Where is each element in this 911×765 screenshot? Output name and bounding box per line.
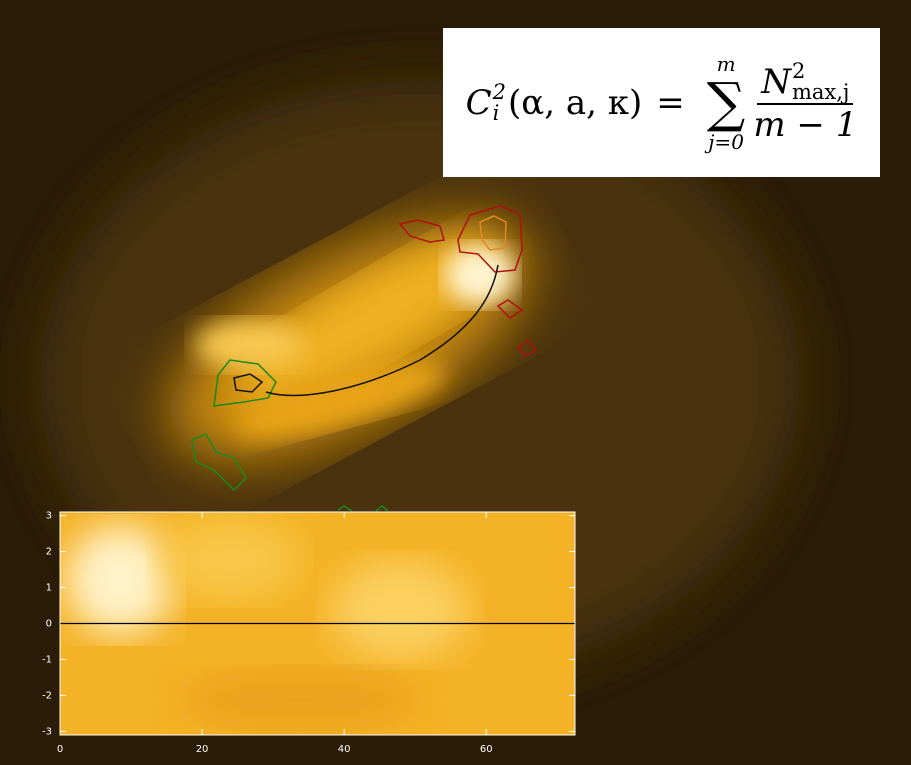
x-tick-label: 20 [196,744,209,755]
glow [160,520,300,600]
figure: -3 -2 -1 0 1 2 3 0 20 40 60 C 2 i (α, a, κ) = m ∑ … [0,0,911,765]
glow [330,560,470,660]
denominator: m − 1 [753,105,857,145]
y-tick-label: 1 [46,583,52,594]
scripts: 2 i [493,82,506,124]
x-tick-label: 0 [57,744,63,755]
y-tick-label: 2 [46,547,52,558]
numerator-sup: 2 [792,61,849,82]
sum: m ∑ j=0 [707,52,746,154]
y-tick-label: 3 [46,511,52,522]
numerator-symbol: N [761,62,791,102]
glow [445,245,515,305]
scripts: 2 max,j [792,61,849,103]
sum-symbol: ∑ [707,76,746,130]
y-tick-label: 0 [46,619,52,630]
formula-args: (α, a, κ) [508,83,642,123]
formula-sup: 2 [493,82,506,103]
x-tick-label: 60 [480,744,493,755]
glow [180,670,420,730]
y-tick-label: -1 [42,654,52,665]
formula: C 2 i (α, a, κ) = m ∑ j=0 N 2 max,j m − … [443,28,880,177]
numerator-sub: max,j [792,82,849,103]
x-tick-label: 40 [338,744,351,755]
fraction: N 2 max,j m − 1 [753,61,857,145]
y-tick-label: -2 [42,690,52,701]
numerator: N 2 max,j [757,61,853,105]
formula-equals: = [656,83,685,123]
formula-symbol: C [466,83,492,123]
formula-sub: i [493,103,506,124]
y-tick-label: -3 [42,726,52,737]
glow [65,525,175,635]
sum-lower: j=0 [708,130,744,154]
